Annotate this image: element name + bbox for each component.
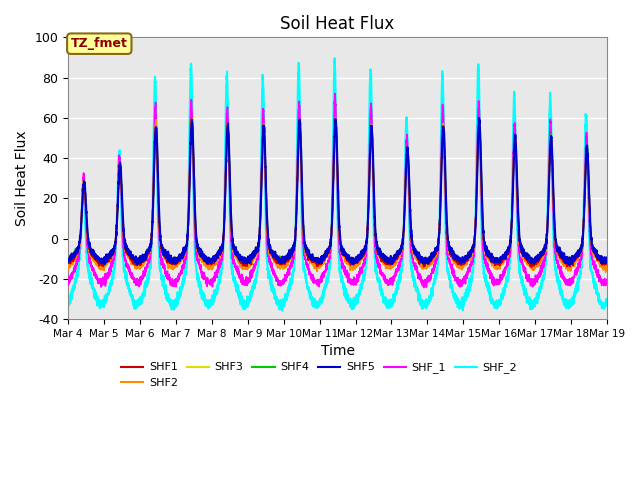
Legend: SHF1, SHF2, SHF3, SHF4, SHF5, SHF_1, SHF_2: SHF1, SHF2, SHF3, SHF4, SHF5, SHF_1, SHF… <box>117 358 522 392</box>
Title: Soil Heat Flux: Soil Heat Flux <box>280 15 395 33</box>
Text: TZ_fmet: TZ_fmet <box>71 37 128 50</box>
X-axis label: Time: Time <box>321 344 355 359</box>
Y-axis label: Soil Heat Flux: Soil Heat Flux <box>15 131 29 226</box>
